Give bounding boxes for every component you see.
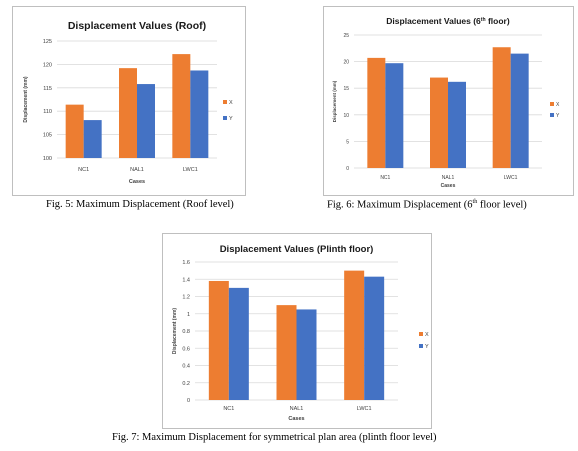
x-axis-label: Cases (288, 416, 304, 422)
y-axis-label: Displacement (mm) (172, 308, 178, 354)
bar-y-nal1 (296, 309, 317, 400)
bar-x-lwc1 (344, 270, 365, 400)
fig6-caption: Fig. 6: Maximum Displacement (6th floor … (327, 199, 527, 211)
bar-x-nal1 (430, 77, 448, 168)
legend-label-y: Y (556, 113, 560, 119)
bar-y-lwc1 (364, 276, 385, 400)
y-tick-label: 0 (346, 166, 349, 172)
bar-y-lwc1 (510, 53, 529, 169)
bar-x-nc1 (367, 57, 386, 168)
legend-label-x: X (556, 102, 560, 108)
y-tick-label: 0.4 (182, 364, 190, 370)
x-axis-label: Cases (129, 179, 145, 185)
bar-x-nal1 (119, 68, 137, 158)
y-axis-label: Displacement (mm) (23, 76, 29, 122)
bar-y-lwc1 (190, 70, 209, 158)
chart-title: Displacement Values (6th floor) (386, 16, 510, 26)
y-tick-label: 15 (343, 86, 349, 92)
x-tick-label: LWC1 (504, 175, 518, 181)
plinth-displacement-chart: Displacement Values (Plinth floor) 0 0.2 0.… (162, 233, 432, 429)
bar-x-nc1 (208, 280, 229, 400)
x-axis-label: Cases (441, 183, 456, 189)
x-tick-label: NAL1 (290, 406, 304, 412)
fig6-caption-post: floor level) (477, 199, 527, 211)
y-tick-label: 25 (343, 33, 349, 39)
sixth-floor-chart-svg: Displacement Values (6th floor) 0 5 10 15 20 2… (332, 16, 560, 189)
y-tick-label: 120 (43, 62, 52, 68)
y-tick-label: 105 (43, 133, 52, 139)
plinth-chart-svg: Displacement Values (Plinth floor) 0 0.2 0.… (172, 244, 429, 422)
legend-swatch-x (419, 332, 423, 336)
y-tick-label: 0.2 (182, 381, 190, 387)
bar-x-lwc1 (172, 54, 191, 158)
x-tick-label: NAL1 (130, 167, 144, 173)
legend-swatch-x (223, 100, 227, 104)
chart-title-superscript: th (481, 17, 486, 23)
legend-swatch-y (419, 344, 423, 348)
y-tick-label: 20 (343, 60, 349, 66)
bar-x-nal1 (276, 305, 297, 400)
chart-title: Displacement Values (Roof) (68, 20, 206, 32)
chart-title-text: Displacement Values (Plinth floor) (220, 244, 374, 255)
bar-x-nc1 (65, 104, 84, 158)
y-tick-label: 5 (346, 139, 349, 145)
legend-swatch-y (223, 116, 227, 120)
legend-label-x: X (425, 332, 429, 338)
roof-displacement-chart: Displacement Values (Roof) 100 105 110 115 12… (12, 6, 246, 196)
bar-y-nal1 (137, 84, 155, 158)
bar-x-lwc1 (492, 47, 511, 168)
y-tick-label: 1.2 (182, 295, 190, 301)
bar-y-nc1 (83, 120, 102, 158)
roof-chart-svg: Displacement Values (Roof) 100 105 110 115 12… (23, 20, 233, 185)
y-tick-label: 125 (43, 39, 52, 45)
legend-label-y: Y (425, 344, 429, 350)
legend-swatch-y (550, 113, 554, 117)
x-tick-label: NC1 (78, 167, 89, 173)
x-tick-label: NC1 (380, 175, 390, 181)
y-tick-label: 1 (187, 312, 190, 318)
x-tick-label: LWC1 (357, 406, 372, 412)
legend-swatch-x (550, 102, 554, 106)
legend-label-y: Y (229, 116, 233, 122)
chart-title-text: Displacement Values (Roof) (68, 20, 206, 32)
chart-title-suffix: floor) (486, 16, 510, 26)
y-tick-label: 0.6 (182, 346, 190, 352)
y-tick-label: 115 (43, 86, 52, 92)
fig6-caption-sup: th (472, 199, 478, 205)
y-tick-label: 0 (187, 398, 190, 404)
bar-y-nal1 (448, 81, 466, 168)
y-tick-label: 10 (343, 113, 349, 119)
y-tick-label: 1.6 (182, 260, 190, 266)
bar-y-nc1 (385, 63, 404, 168)
x-tick-label: LWC1 (183, 167, 198, 173)
x-tick-label: NC1 (223, 406, 234, 412)
fig6-caption-pre: Fig. 6: Maximum Displacement (6 (327, 199, 473, 211)
sixth-floor-displacement-chart: Displacement Values (6th floor) 0 5 10 15 20 2… (323, 6, 574, 196)
bar-y-nc1 (228, 287, 249, 400)
y-tick-label: 0.8 (182, 329, 190, 335)
legend-label-x: X (229, 100, 233, 106)
x-tick-label: NAL1 (442, 175, 455, 181)
chart-title-text: Displacement Values (6 (386, 16, 481, 26)
y-tick-label: 1.4 (182, 277, 190, 283)
y-tick-label: 100 (43, 156, 52, 162)
fig5-caption: Fig. 5: Maximum Displacement (Roof level… (46, 199, 234, 210)
y-axis-label: Displacement (mm) (332, 80, 337, 122)
chart-title: Displacement Values (Plinth floor) (220, 244, 374, 255)
fig7-caption: Fig. 7: Maximum Displacement for symmetr… (112, 432, 437, 443)
y-tick-label: 110 (43, 109, 52, 115)
